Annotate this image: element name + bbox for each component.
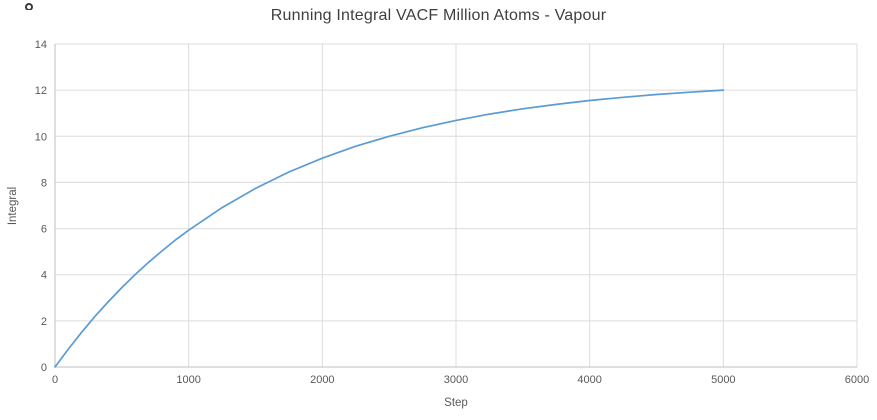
y-tick-label: 8 <box>41 177 47 189</box>
y-tick-label: 12 <box>35 85 47 97</box>
x-tick-label: 4000 <box>577 374 601 386</box>
y-tick-label: 14 <box>35 39 47 51</box>
y-axis-title: Integral <box>7 187 19 225</box>
y-tick-label: 2 <box>41 316 47 328</box>
x-axis-title: Step <box>444 397 468 409</box>
y-tick-label: 0 <box>41 362 47 374</box>
series-line <box>54 89 725 368</box>
x-tick-label: 6000 <box>845 374 869 386</box>
y-tick-label: 6 <box>41 224 47 236</box>
x-tick-label: 1000 <box>176 374 200 386</box>
x-tick-label: 0 <box>52 374 58 386</box>
x-tick-label: 3000 <box>444 374 468 386</box>
x-tick-label: 5000 <box>711 374 735 386</box>
x-tick-label: 2000 <box>310 374 334 386</box>
y-tick-label: 10 <box>35 131 47 143</box>
y-tick-label: 4 <box>41 270 47 282</box>
chart-title: Running Integral VACF Million Atoms - Va… <box>270 7 607 24</box>
